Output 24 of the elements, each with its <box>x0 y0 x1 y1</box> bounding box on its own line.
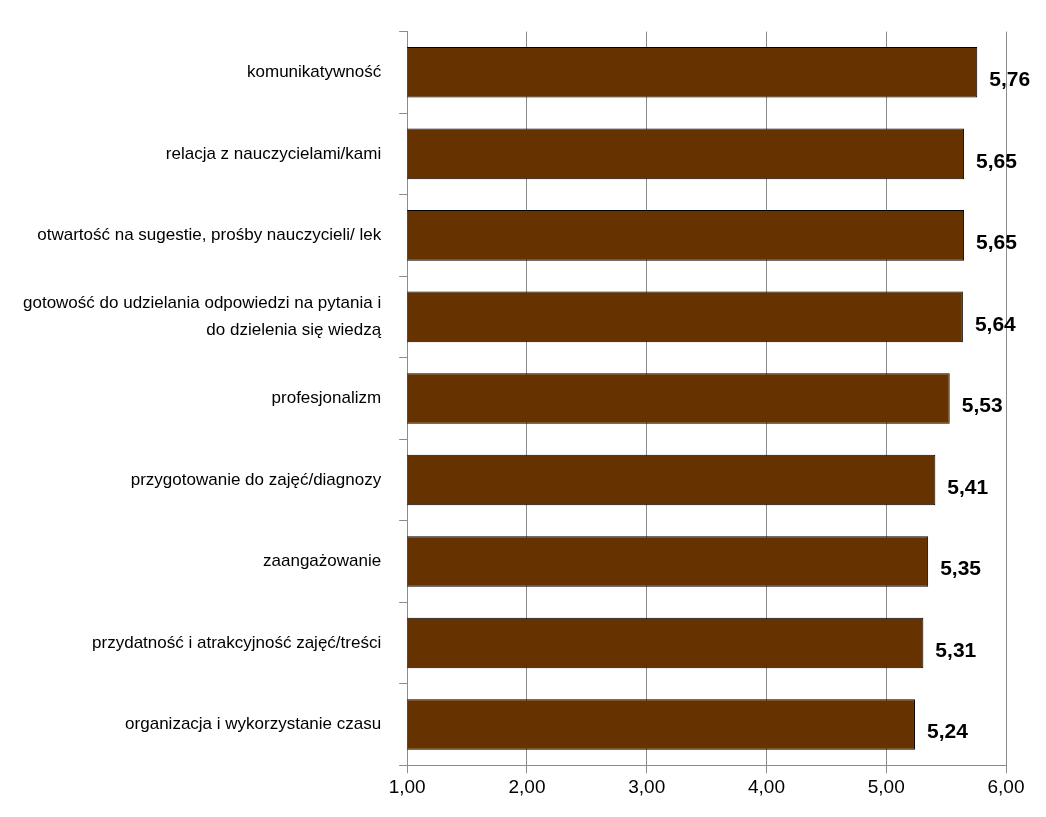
data-label: 5,53 <box>961 393 1003 417</box>
data-label: 5,31 <box>935 637 977 661</box>
data-label: 5,41 <box>947 474 989 498</box>
x-tick-label: 3,00 <box>628 775 666 797</box>
data-label: 5,24 <box>926 719 969 743</box>
x-tick-label: 6,00 <box>987 775 1025 797</box>
y-tick-label: gotowość do udzielania odpowiedzi na pytania i do dzielenia się wiedzą <box>23 292 382 340</box>
y-tick-label: otwartość na sugestie, prośby nauczycieli/ lek <box>37 225 382 245</box>
x-tick-label: 1,00 <box>388 775 426 797</box>
y-tick-label: przydatność i atrakcyjność zajęć/treści <box>92 632 382 652</box>
y-tick-label: zaangażowanie <box>263 551 382 571</box>
x-tick-label: 5,00 <box>867 775 905 797</box>
x-tick-label: 2,00 <box>508 775 546 797</box>
x-tick-label: 4,00 <box>747 775 785 797</box>
y-tick-label: relacja z nauczycielami/kami <box>165 143 382 163</box>
y-tick-label: organizacja i wykorzystanie czasu <box>125 714 382 734</box>
y-tick-label: przygotowanie do zajęć/diagnozy <box>130 469 382 489</box>
data-label: 5,76 <box>989 67 1031 91</box>
data-label: 5,65 <box>976 148 1018 172</box>
data-label: 5,65 <box>976 230 1018 254</box>
data-label: 5,64 <box>974 311 1017 335</box>
y-tick-label: profesjonalizm <box>271 388 382 408</box>
y-tick-label: komunikatywność <box>247 62 382 82</box>
data-label: 5,35 <box>940 556 982 580</box>
